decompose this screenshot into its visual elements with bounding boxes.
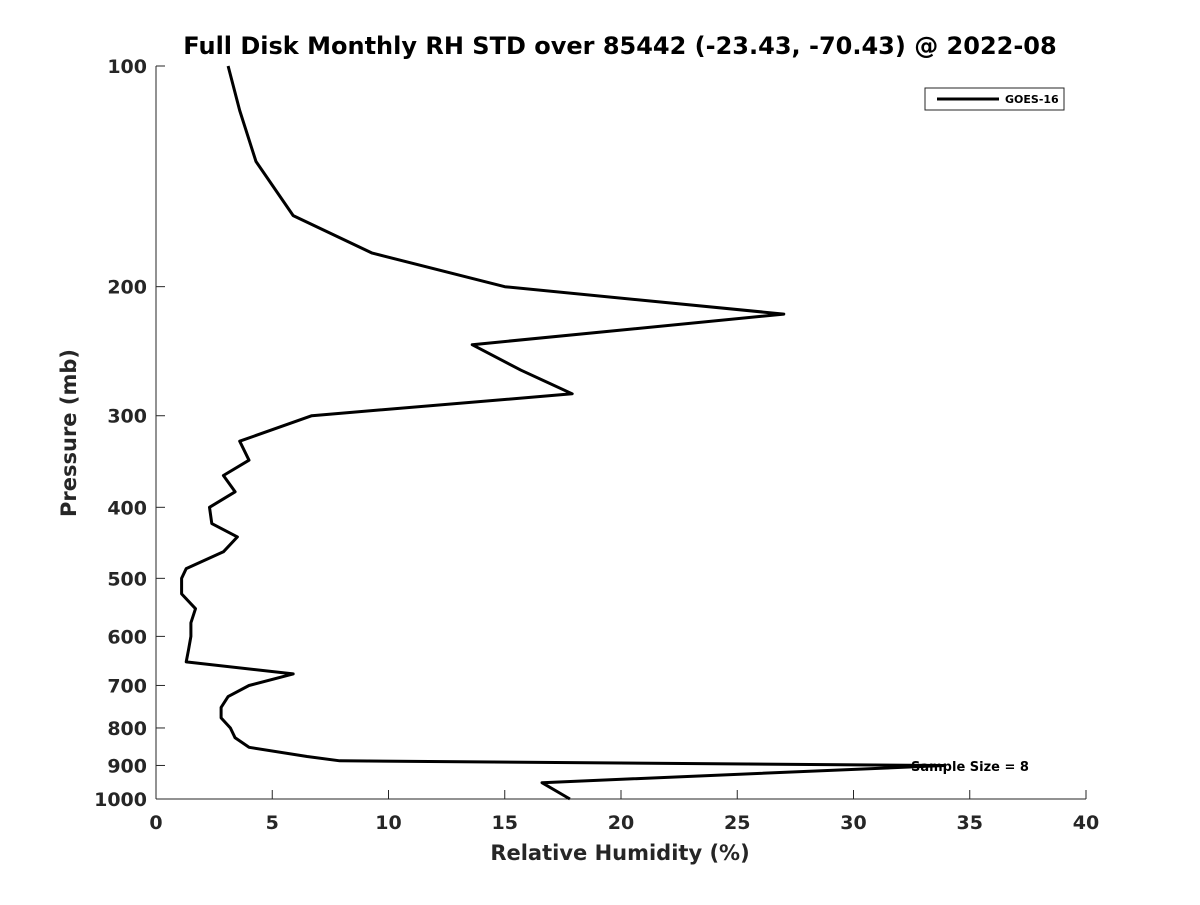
- y-tick-label: 900: [107, 755, 147, 777]
- x-tick-label: 30: [840, 812, 866, 834]
- legend: GOES-16: [924, 87, 1065, 111]
- x-tick-label: 40: [1073, 812, 1099, 834]
- x-tick-label: 5: [266, 812, 279, 834]
- legend-label-goes-16: GOES-16: [1005, 93, 1059, 106]
- y-tick-label: 200: [107, 277, 147, 299]
- y-tick-label: 1000: [94, 789, 147, 811]
- x-axis-ticks: 0 5 10 15 20 25 30 35 40: [149, 790, 1099, 834]
- x-tick-label: 10: [375, 812, 401, 834]
- axes-frame: [155, 66, 1086, 800]
- y-tick-label: 800: [107, 718, 147, 740]
- x-axis-label: Relative Humidity (%): [490, 841, 749, 865]
- x-tick-label: 25: [724, 812, 750, 834]
- y-axis-label: Pressure (mb): [57, 349, 81, 517]
- series-line-goes-16: [180, 65, 946, 801]
- x-tick-label: 20: [608, 812, 634, 834]
- sample-size-annotation: Sample Size = 8: [911, 760, 1029, 775]
- y-tick-label: 300: [107, 406, 147, 428]
- series-layer: [180, 65, 946, 801]
- chart-title: Full Disk Monthly RH STD over 85442 (-23…: [183, 32, 1056, 60]
- y-tick-label: 600: [107, 626, 147, 648]
- x-tick-label: 0: [149, 812, 162, 834]
- y-tick-label: 700: [107, 675, 147, 697]
- x-tick-label: 15: [492, 812, 518, 834]
- y-tick-label: 100: [107, 56, 147, 78]
- y-axis-ticks: 100 200 300 400 500 600 700 800 900 1000: [94, 56, 165, 811]
- y-tick-label: 400: [107, 497, 147, 519]
- x-tick-label: 35: [957, 812, 983, 834]
- y-tick-label: 500: [107, 568, 147, 590]
